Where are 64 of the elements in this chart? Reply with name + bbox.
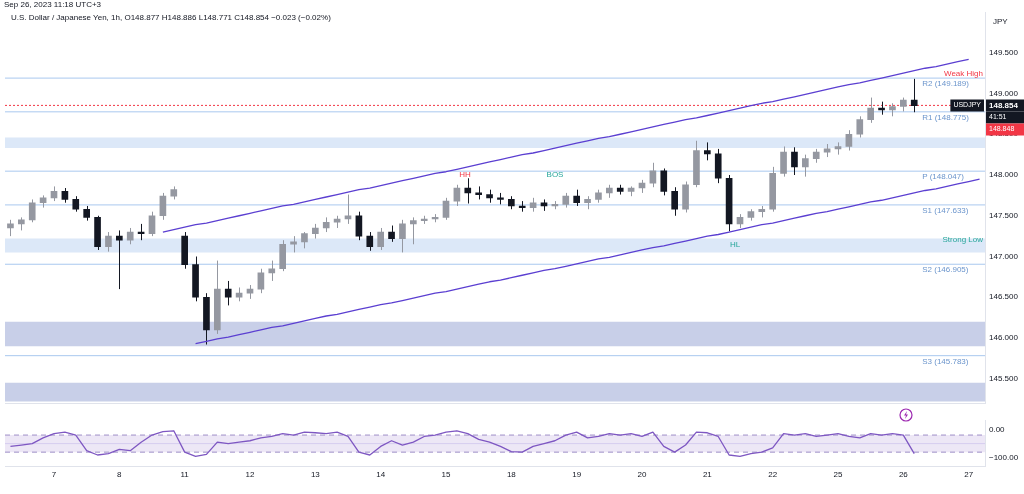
x-tick-label: 15 [441,470,451,480]
x-tick-label: 21 [702,470,713,480]
annotation: Strong Low [942,235,984,245]
candlestick [344,194,352,225]
x-tick-label: 13 [310,470,321,480]
x-tick-label: 7 [51,470,57,480]
candlestick [224,280,232,306]
candlestick [105,231,112,253]
candlestick [791,146,798,176]
y-tick-label: 0.00 [989,424,1006,434]
x-tick-label: 11 [180,470,190,480]
y-tick-label: 148.000 [989,170,1019,180]
ref-line-label: R1 (148.775) [922,113,970,123]
y-tick-label: 149.000 [989,88,1019,98]
y-tick-label: 145.500 [989,373,1019,383]
annotation: Weak High [944,69,983,79]
candlestick [910,78,918,113]
x-tick-label: 14 [376,470,386,480]
candlestick [410,216,417,245]
chart-title: U.S. Dollar / Japanese Yen, 1h, O148.877 H148.886 L148.771 C148.854 −0.023 (−0.02%) [11,13,332,23]
x-tick-label: 22 [768,470,778,480]
x-tick-label: 12 [245,470,255,480]
candlestick [867,97,874,124]
candlestick [399,219,406,253]
y-tick-label: −100.00 [989,453,1019,463]
candlestick [28,198,36,223]
candlestick [802,154,809,178]
candlestick [355,211,363,241]
ref-line-label: 148.854 [989,100,1019,110]
x-tick-label: 20 [637,470,647,480]
ref-line-label: S3 (145.783) [922,356,969,366]
x-tick-label: 18 [506,470,517,480]
ref-line-label: R2 (149.189) [922,79,970,89]
candlestick [442,197,450,221]
y-tick-label: 146.000 [989,333,1019,343]
candlestick [464,177,472,205]
candlestick [660,167,668,196]
candlestick [366,231,374,252]
y-tick-label: 147.000 [989,251,1019,261]
x-tick-label: 8 [117,470,123,480]
y-axis-title: JPY [993,17,1009,27]
y-tick-label: 149.500 [989,47,1019,57]
x-tick-label: 26 [898,470,909,480]
annotation: HH [459,170,471,180]
candlestick [856,115,864,139]
ref-line-label: S2 (146.905) [922,265,969,275]
chart-subtitle: Sep 26, 2023 11:18 UTC+3 [4,0,102,10]
candlestick [268,260,276,282]
ref-line-label: P (148.047) [922,172,965,182]
y-tick-label: 146.500 [989,292,1019,302]
candlestick [845,129,853,152]
candlestick [780,145,787,178]
x-tick-label: 19 [572,470,582,480]
ref-line-label: S1 (147.633) [922,206,969,216]
x-tick-label: 25 [833,470,843,480]
x-tick-label: 27 [964,470,974,480]
candlestick [257,268,265,294]
annotation: HL [729,240,741,250]
y-tick-label: 147.500 [989,210,1019,220]
candlestick [671,186,678,217]
annotation: BOS [546,170,564,180]
candlestick [377,227,384,251]
candlestick [148,211,156,237]
candlestick [116,229,123,290]
